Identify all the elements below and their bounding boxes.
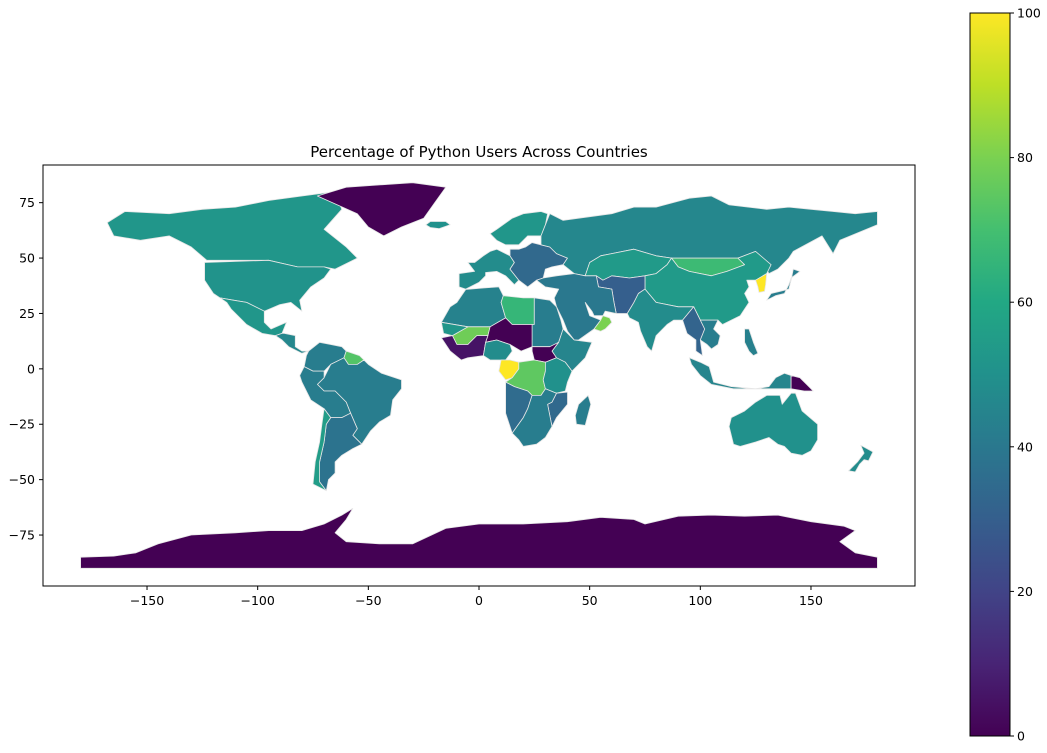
region-east-africa xyxy=(542,357,573,394)
colorbar-tick-label: 0 xyxy=(1017,729,1025,744)
x-tick-label: −50 xyxy=(355,593,381,608)
y-axis: 75 50 25 0 −25 −50 −75 xyxy=(9,195,43,543)
region-philippines xyxy=(744,328,759,357)
region-japan xyxy=(766,268,801,301)
region-myanmar-thailand xyxy=(682,306,706,357)
region-peru-bolivia xyxy=(299,366,352,419)
y-tick-label: 75 xyxy=(19,195,35,210)
x-tick-label: 0 xyxy=(475,593,483,608)
region-indonesia-malaysia xyxy=(688,357,792,390)
x-axis: −150 −100 −50 0 50 100 150 xyxy=(130,586,823,608)
region-greenland xyxy=(316,182,447,237)
x-tick-label: 50 xyxy=(582,593,598,608)
region-chile xyxy=(312,408,332,492)
colorbar-tick-label: 80 xyxy=(1017,150,1033,165)
region-australia xyxy=(728,392,818,456)
colorbar-ticks: 0 20 40 60 80 100 xyxy=(1010,6,1041,744)
region-middle-east xyxy=(536,273,617,341)
region-iceland xyxy=(425,221,451,230)
region-oman xyxy=(593,315,613,332)
region-scandinavia xyxy=(489,211,548,246)
y-tick-label: 25 xyxy=(19,306,35,321)
region-indochina xyxy=(699,319,721,350)
map-title: Percentage of Python Users Across Countr… xyxy=(310,143,648,161)
colorbar-tick-label: 60 xyxy=(1017,295,1033,310)
colorbar-tick-label: 20 xyxy=(1017,584,1033,599)
country-regions xyxy=(80,182,878,569)
y-tick-label: −50 xyxy=(9,472,35,487)
region-madagascar xyxy=(574,394,592,426)
region-new-zealand xyxy=(848,444,874,473)
y-tick-label: 0 xyxy=(27,361,35,376)
region-united-states xyxy=(204,259,332,312)
plot-area xyxy=(42,164,916,587)
x-tick-label: 150 xyxy=(799,593,823,608)
x-tick-label: −100 xyxy=(241,593,275,608)
y-tick-label: 50 xyxy=(19,251,35,266)
y-tick-label: −75 xyxy=(9,528,35,543)
region-antarctica xyxy=(80,507,878,569)
region-korea xyxy=(755,273,768,293)
colorbar-gradient xyxy=(969,12,1011,737)
x-tick-label: −150 xyxy=(130,593,164,608)
region-southern-africa xyxy=(511,388,557,447)
region-morocco-algeria xyxy=(440,286,507,328)
region-central-america xyxy=(274,332,310,354)
y-tick-label: −25 xyxy=(9,417,35,432)
region-canada-alaska xyxy=(106,191,358,270)
x-tick-label: 100 xyxy=(688,593,712,608)
colorbar: 0 20 40 60 80 100 xyxy=(969,6,1041,744)
region-india xyxy=(626,288,695,352)
region-papua-new-guinea xyxy=(790,375,814,392)
colorbar-tick-label: 100 xyxy=(1017,6,1041,21)
colorbar-tick-label: 40 xyxy=(1017,439,1033,454)
